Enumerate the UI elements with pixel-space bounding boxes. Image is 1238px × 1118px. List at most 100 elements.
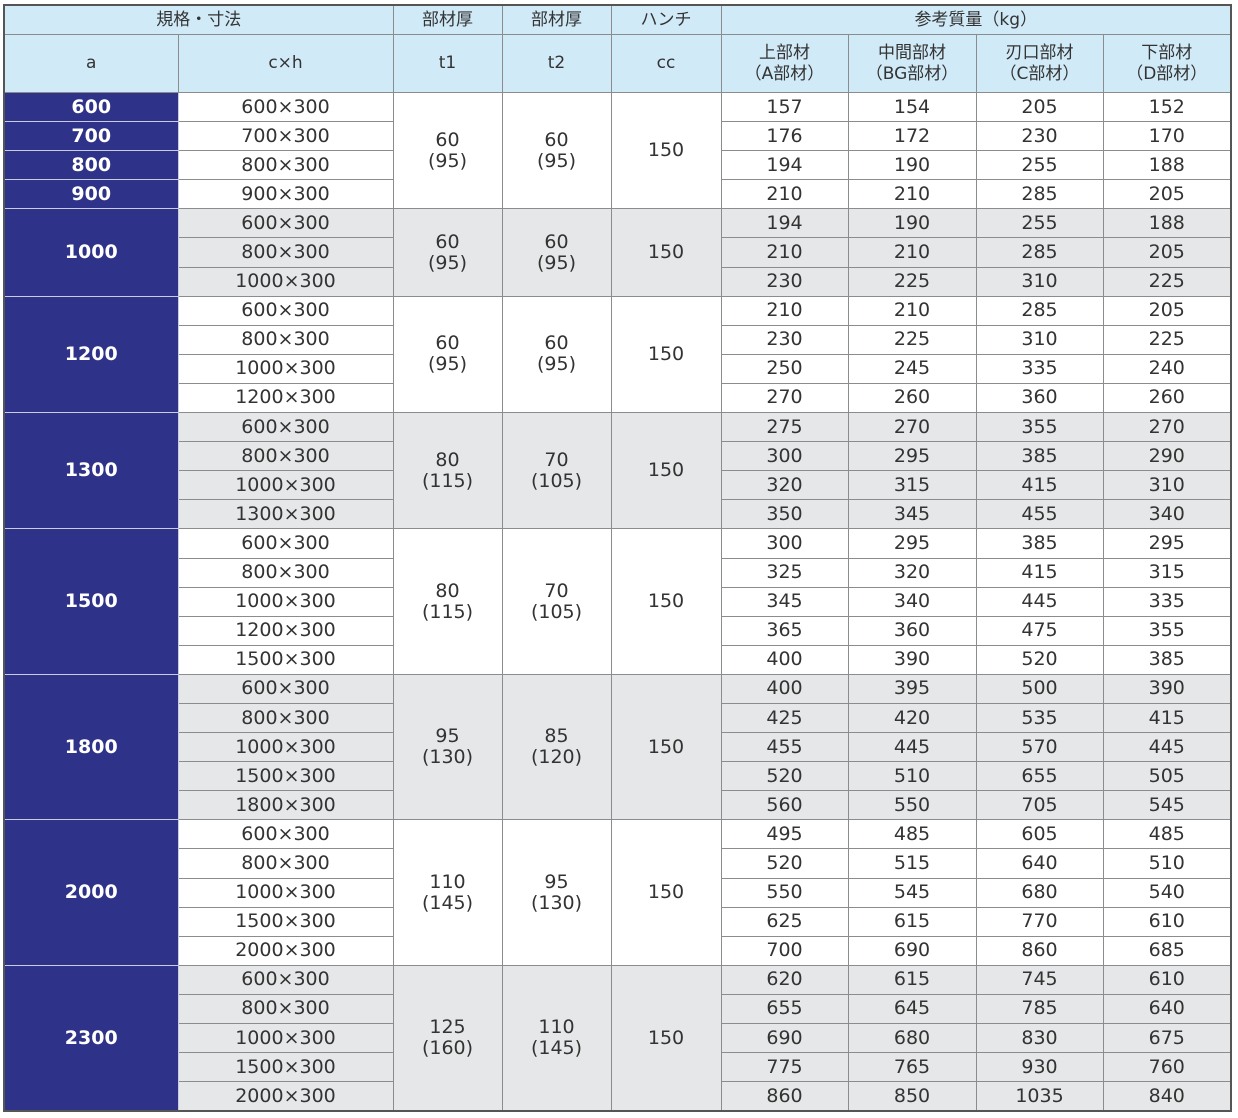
cell-mass-lower: 205: [1102, 295, 1232, 326]
cell-mass-upper: 655: [720, 993, 849, 1025]
cell-cxh: 2000×300: [177, 935, 394, 966]
cell-t1: 110 (145): [392, 819, 503, 966]
cell-mass-lower: 188: [1102, 150, 1232, 181]
cell-a: 2300: [3, 964, 179, 1112]
cell-mass-edge: 500: [975, 673, 1104, 704]
cell-mass-edge: 570: [975, 732, 1104, 763]
cell-cxh: 600×300: [177, 673, 394, 704]
cell-mass-lower: 295: [1102, 528, 1232, 559]
header-t1: t1: [392, 34, 503, 93]
cell-mass-edge: 520: [975, 644, 1104, 675]
cell-mass-lower: 445: [1102, 732, 1232, 763]
header-thickness-t1: 部材厚: [392, 4, 503, 35]
header-a: a: [3, 34, 179, 93]
cell-mass-upper: 455: [720, 732, 849, 763]
cell-mass-edge: 355: [975, 412, 1104, 443]
cell-mass-upper: 775: [720, 1052, 849, 1083]
cell-cxh: 600×300: [177, 528, 394, 559]
cell-mass-middle: 210: [847, 295, 977, 326]
header-cc: cc: [610, 34, 722, 93]
cell-a: 1200: [3, 295, 179, 414]
cell-mass-lower: 225: [1102, 324, 1232, 355]
cell-cxh: 800×300: [177, 150, 394, 181]
cell-cxh: 800×300: [177, 702, 394, 734]
header-thickness-t2: 部材厚: [501, 4, 612, 35]
cell-mass-lower: 685: [1102, 935, 1232, 966]
cell-mass-upper: 250: [720, 353, 849, 384]
cell-mass-upper: 325: [720, 557, 849, 588]
cell-mass-upper: 690: [720, 1022, 849, 1054]
table-row: 1500 600×300 80 (115) 70 (105) 150 300 295 385 2…: [3, 528, 1232, 675]
cell-mass-middle: 225: [847, 324, 977, 355]
cell-cc: 150: [610, 673, 722, 821]
header-mass: 参考質量（kg）: [720, 4, 1232, 35]
cell-mass-upper: 210: [720, 295, 849, 326]
cell-mass-middle: 320: [847, 557, 977, 588]
cell-cc: 150: [610, 412, 722, 530]
cell-mass-lower: 260: [1102, 382, 1232, 414]
cell-cc: 150: [610, 964, 722, 1112]
cell-mass-edge: 680: [975, 877, 1104, 908]
table-row: 1500×300 625 615 770 610: [4, 906, 1232, 937]
cell-mass-middle: 225: [847, 266, 977, 297]
cell-t1: 60 (95): [392, 295, 503, 414]
cell-a: 700: [3, 121, 179, 152]
header-upper: 上部材 （A部材）: [720, 34, 849, 93]
cell-mass-middle: 615: [847, 964, 977, 995]
cell-mass-upper: 194: [720, 208, 849, 239]
cell-mass-middle: 345: [847, 499, 977, 530]
cell-cxh: 1000×300: [177, 877, 394, 908]
cell-cxh: 1300×300: [177, 499, 394, 530]
cell-mass-lower: 675: [1102, 1022, 1232, 1054]
table-row: 2000×300 860 850 1035 840: [4, 1081, 1232, 1112]
cell-cxh: 900×300: [177, 179, 394, 210]
table-row: 600 600×300 60 (95) 60 (95) 150 157 154 205 152: [3, 91, 1232, 210]
cell-mass-lower: 540: [1102, 877, 1232, 908]
cell-a: 1300: [3, 412, 179, 530]
cell-cxh: 800×300: [177, 848, 394, 879]
table-row: 1800×300 560 550 705 545: [4, 790, 1232, 821]
cell-mass-edge: 205: [975, 91, 1104, 123]
cell-mass-upper: 700: [720, 935, 849, 966]
cell-t2: 60 (95): [501, 295, 612, 414]
cell-mass-upper: 230: [720, 324, 849, 355]
cell-mass-edge: 770: [975, 906, 1104, 937]
cell-cc: 150: [610, 91, 722, 210]
cell-mass-edge: 360: [975, 382, 1104, 414]
cell-mass-middle: 615: [847, 906, 977, 937]
cell-mass-edge: 445: [975, 586, 1104, 617]
cell-cxh: 1000×300: [177, 1022, 394, 1054]
cell-mass-upper: 365: [720, 615, 849, 646]
cell-mass-lower: 390: [1102, 673, 1232, 704]
cell-mass-edge: 785: [975, 993, 1104, 1025]
table-row: 800 800×300 194 190 255 188: [3, 150, 1232, 181]
table-row: 800×300 210 210 285 205: [4, 237, 1232, 268]
cell-mass-edge: 285: [975, 237, 1104, 268]
table-row: 1500×300 400 390 520 385: [4, 644, 1232, 675]
table-row: 1000 600×300 60 (95) 60 (95) 150 194 190 255 188: [3, 208, 1232, 297]
table-row: 1000×300 320 315 415 310: [4, 470, 1232, 501]
cell-cxh: 600×300: [177, 964, 394, 995]
cell-mass-upper: 560: [720, 790, 849, 821]
cell-mass-upper: 210: [720, 179, 849, 210]
cell-cxh: 800×300: [177, 324, 394, 355]
cell-t2: 70 (105): [501, 412, 612, 530]
cell-mass-middle: 515: [847, 848, 977, 879]
cell-mass-edge: 415: [975, 557, 1104, 588]
table-row: 1200 600×300 60 (95) 60 (95) 150 210 210 285 205: [3, 295, 1232, 414]
cell-cxh: 1000×300: [177, 586, 394, 617]
cell-cc: 150: [610, 528, 722, 675]
cell-mass-upper: 300: [720, 441, 849, 472]
table-row: 700 700×300 176 172 230 170: [3, 121, 1232, 152]
cell-mass-upper: 400: [720, 673, 849, 704]
cell-t1: 95 (130): [392, 673, 503, 821]
cell-t2: 60 (95): [501, 208, 612, 297]
cell-mass-edge: 285: [975, 179, 1104, 210]
table-row: 900 900×300 210 210 285 205: [3, 179, 1232, 210]
cell-mass-middle: 680: [847, 1022, 977, 1054]
cell-cc: 150: [610, 819, 722, 966]
cell-t2: 85 (120): [501, 673, 612, 821]
cell-mass-upper: 345: [720, 586, 849, 617]
cell-cxh: 800×300: [177, 993, 394, 1025]
table-row: 1200×300 365 360 475 355: [4, 615, 1232, 646]
